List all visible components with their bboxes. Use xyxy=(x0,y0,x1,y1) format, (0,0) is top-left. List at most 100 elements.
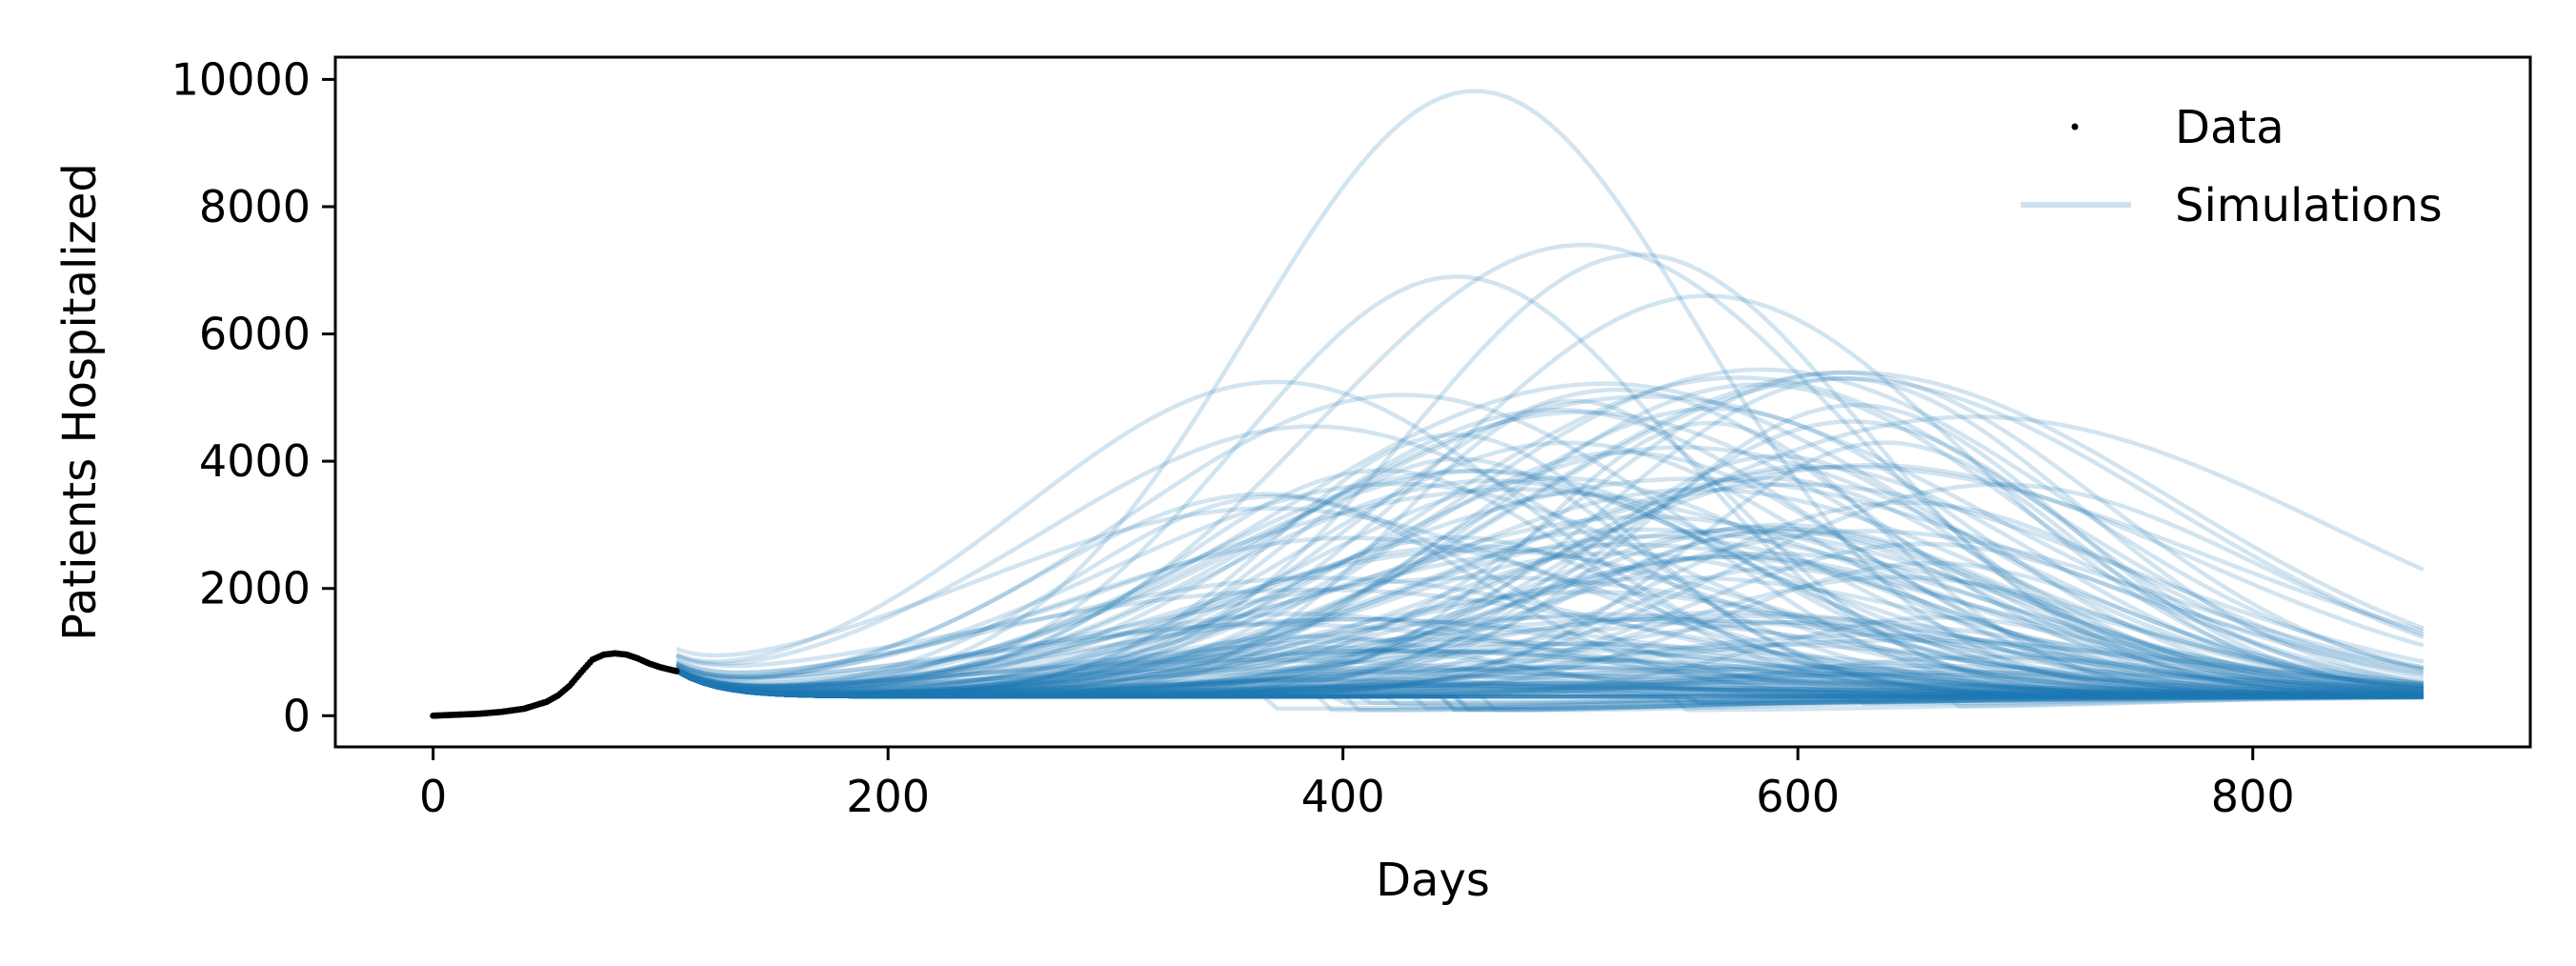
legend-data-label: Data xyxy=(2175,101,2284,154)
simulation-line xyxy=(675,370,2425,698)
simulation-line xyxy=(675,669,2424,706)
simulation-line xyxy=(675,616,2424,695)
legend-data-marker xyxy=(2071,123,2079,131)
x-tick-label: 200 xyxy=(846,771,930,822)
simulation-line xyxy=(675,468,2424,699)
simulation-line xyxy=(675,375,2425,696)
simulation-line xyxy=(675,478,2424,699)
simulation-line xyxy=(675,669,2424,699)
simulation-line xyxy=(675,487,2424,691)
simulation-line xyxy=(675,666,2424,699)
simulation-line xyxy=(675,527,2424,692)
simulation-line xyxy=(675,663,2424,699)
simulation-line xyxy=(675,649,2424,699)
y-tick-label: 8000 xyxy=(199,181,311,232)
simulation-line xyxy=(675,669,2424,709)
simulation-line xyxy=(675,242,2424,696)
simulation-line xyxy=(675,645,2424,699)
x-axis: 0 200 400 600 800 xyxy=(419,747,2295,822)
simulation-line xyxy=(675,669,2424,699)
y-tick-label: 2000 xyxy=(199,563,311,614)
simulation-line xyxy=(675,534,2424,699)
simulation-line xyxy=(675,482,2425,699)
x-tick-label: 600 xyxy=(1756,771,1840,822)
simulation-line xyxy=(675,464,2425,694)
y-tick-label: 10000 xyxy=(171,53,311,105)
simulation-line xyxy=(675,493,2424,699)
simulation-line xyxy=(675,379,2424,699)
simulation-line xyxy=(675,669,2424,711)
simulation-line xyxy=(675,468,2424,698)
simulation-line xyxy=(675,419,2425,699)
simulation-line xyxy=(675,500,2425,699)
simulation-line xyxy=(675,476,2425,689)
simulation-line xyxy=(675,615,2424,699)
simulation-line xyxy=(675,525,2424,698)
simulation-line xyxy=(675,450,2424,698)
simulation-line xyxy=(675,527,2424,699)
simulation-line xyxy=(675,669,2424,699)
x-axis-label: Days xyxy=(1376,854,1490,907)
y-axis-label: Patients Hospitalized xyxy=(53,163,107,641)
simulation-line xyxy=(675,669,2424,706)
simulation-line xyxy=(675,370,2425,696)
simulation-line xyxy=(675,367,2425,696)
simulation-line xyxy=(675,462,2425,697)
simulation-line xyxy=(675,612,2424,699)
simulation-line xyxy=(675,664,2424,699)
simulation-line xyxy=(675,669,2424,699)
simulation-line xyxy=(675,590,2424,698)
legend: Data Simulations xyxy=(2021,101,2443,232)
simulation-line xyxy=(675,432,2424,699)
simulation-line xyxy=(675,669,2424,706)
simulation-line xyxy=(675,616,2424,699)
simulation-line xyxy=(675,669,2424,699)
simulation-line xyxy=(675,541,2425,699)
simulation-line xyxy=(675,398,2424,699)
simulation-line xyxy=(675,669,2424,699)
y-tick-label: 0 xyxy=(283,690,311,741)
simulation-line xyxy=(675,669,2424,699)
simulation-line xyxy=(675,481,2424,699)
simulation-line xyxy=(675,665,2424,698)
simulation-line xyxy=(675,669,2424,698)
simulation-line xyxy=(675,669,2424,713)
simulation-line xyxy=(675,453,2424,699)
simulation-line xyxy=(675,641,2424,699)
simulation-line xyxy=(675,560,2425,699)
data-points xyxy=(430,650,680,719)
simulation-line xyxy=(675,491,2424,699)
x-tick-label: 400 xyxy=(1301,771,1385,822)
simulation-line xyxy=(675,475,2424,699)
x-tick-label: 0 xyxy=(419,771,447,822)
simulation-line xyxy=(675,669,2424,710)
simulation-line xyxy=(675,666,2424,699)
simulation-line xyxy=(675,638,2424,699)
simulation-line xyxy=(675,618,2424,698)
simulation-line xyxy=(675,533,2424,697)
simulation-line xyxy=(675,89,2424,699)
simulation-line xyxy=(675,293,2425,697)
simulation-line xyxy=(675,669,2424,713)
simulation-line xyxy=(675,669,2424,699)
simulation-line xyxy=(675,252,2424,698)
simulation-line xyxy=(675,616,2424,698)
simulation-line xyxy=(675,529,2424,699)
simulation-line xyxy=(675,669,2424,699)
simulation-line xyxy=(675,551,2424,698)
simulation-line xyxy=(675,375,2425,695)
simulation-line xyxy=(675,669,2424,709)
simulation-line xyxy=(675,669,2424,706)
simulation-line xyxy=(675,574,2425,699)
simulation-line xyxy=(675,649,2424,698)
simulation-line xyxy=(675,445,2425,694)
simulation-line xyxy=(675,669,2424,713)
simulation-line xyxy=(675,634,2424,699)
simulation-line xyxy=(675,574,2424,695)
simulation-line xyxy=(675,381,2425,689)
simulation-line xyxy=(675,487,2424,696)
simulation-line xyxy=(675,636,2424,698)
simulation-line xyxy=(675,514,2424,694)
simulation-line xyxy=(675,669,2424,698)
simulation-line xyxy=(675,382,2425,698)
